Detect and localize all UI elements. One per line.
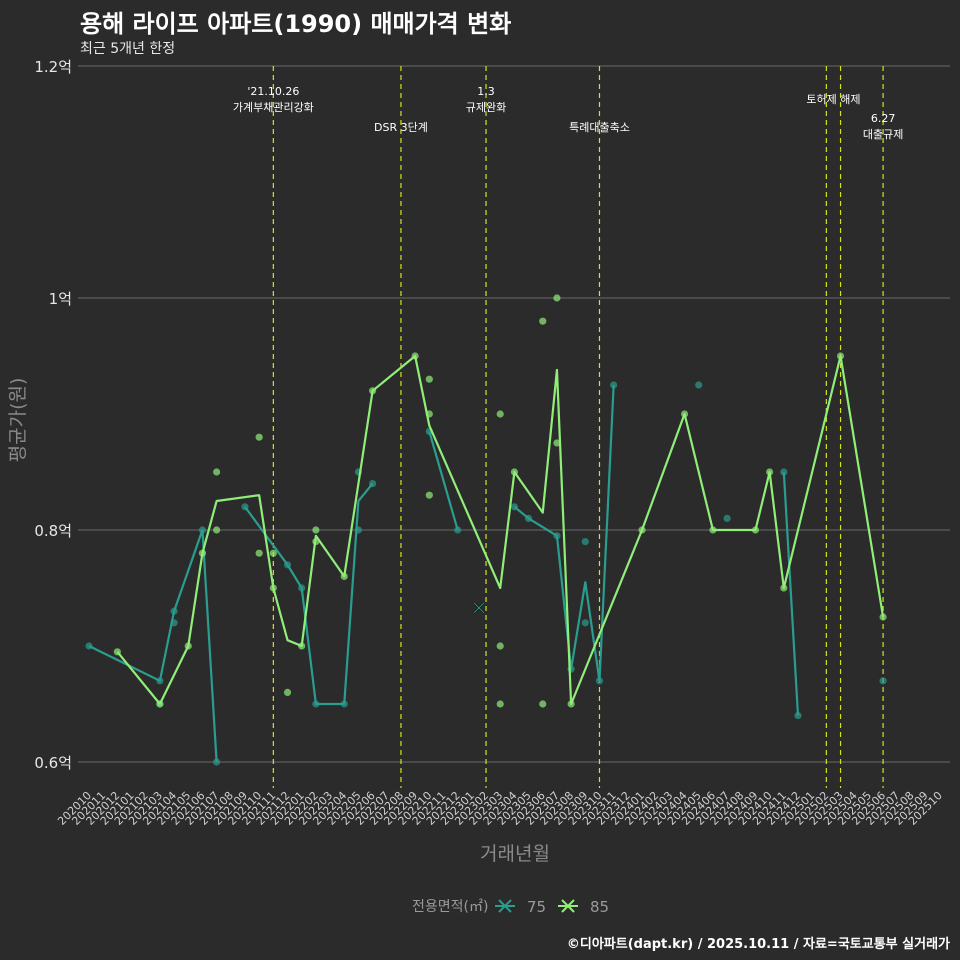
series-75-point: [524, 514, 533, 523]
x-axis-title: 거래년월: [480, 843, 550, 865]
series-75-point: [354, 526, 363, 534]
series-75-point: [695, 381, 703, 389]
series-85-point: [751, 526, 760, 534]
source-caption: ©디아파트(dapt.kr) / 2025.10.11 / 자료=국토교통부 실…: [566, 937, 950, 952]
event-label: 대출규제: [863, 128, 903, 141]
series-85-point: [369, 387, 377, 395]
series-85-point: [425, 491, 433, 499]
series-85-point: [539, 317, 547, 325]
y-tick-label: 1억: [49, 290, 72, 308]
series-75-point: [780, 468, 788, 476]
chart-subtitle: 최근 5개년 한정: [80, 41, 176, 57]
legend-layer: 전용면적(㎡) 75 85: [412, 898, 609, 916]
series-85-point: [709, 526, 717, 534]
series-85-point: [312, 526, 320, 534]
legend-label-75: 75: [527, 898, 546, 916]
series-75-point: [170, 607, 178, 615]
series-75-line: [428, 431, 459, 531]
grid-layer: [78, 65, 950, 763]
event-label: '21.10.26: [247, 85, 299, 98]
series-75-line: [88, 528, 218, 763]
series-75-point: [241, 503, 249, 511]
series-85-point: [553, 294, 561, 302]
series-85-point: [567, 700, 575, 708]
special-marker: [473, 602, 485, 614]
series-85-point: [879, 613, 887, 621]
series-85-point: [198, 549, 207, 557]
series-85-point: [496, 410, 504, 418]
series-75-point: [581, 538, 589, 546]
series-85-point: [113, 648, 121, 656]
series-75-point: [298, 584, 306, 592]
series-85-point: [255, 433, 263, 441]
series-75-line: [782, 471, 800, 716]
series-85-point: [680, 410, 689, 418]
series-85-point: [638, 526, 646, 534]
chart-title: 용해 라이프 아파트(1990) 매매가격 변화: [80, 10, 512, 38]
series-75-point: [454, 526, 462, 534]
legend-swatch-85: [561, 899, 575, 913]
legend-title: 전용면적(㎡): [412, 899, 488, 915]
series-75-point: [879, 677, 887, 685]
event-label: DSR 3단계: [374, 121, 428, 134]
series-75-point: [312, 700, 320, 708]
series-85-point: [411, 352, 419, 360]
series-75-point: [85, 642, 93, 650]
series-85-point: [553, 439, 561, 447]
series-75-point: [595, 677, 604, 685]
series-85-point: [298, 642, 306, 650]
series-85-point: [255, 549, 263, 557]
series-75-point: [170, 619, 178, 627]
series-75-point: [581, 619, 589, 627]
series-85-point: [283, 688, 292, 697]
series-75-point: [340, 700, 348, 708]
legend-swatch-75: [498, 899, 512, 913]
axis-layer: 0.6억0.8억1억1.2억20201020201120201220210120…: [7, 58, 945, 865]
event-label: 가계부채관리강화: [233, 101, 314, 114]
series-85-point: [496, 642, 504, 650]
series-75-point: [723, 514, 731, 523]
y-axis-title: 평균가(원): [7, 378, 29, 463]
series-85-point: [213, 526, 221, 534]
series-75-point: [794, 712, 802, 720]
series-85-point: [836, 352, 845, 360]
event-label: 토허제 해제: [806, 92, 860, 106]
event-label: 1.3: [477, 85, 495, 98]
series-75-point: [213, 758, 221, 766]
series-85-point: [269, 584, 277, 592]
series-85-point: [510, 468, 518, 476]
series-85-point: [269, 549, 277, 557]
series-75-point: [198, 526, 207, 534]
series-layer: [85, 294, 887, 766]
event-label: 특례대출축소: [569, 121, 630, 134]
series-75-point: [510, 503, 518, 511]
y-tick-label: 1.2억: [34, 58, 72, 76]
series-75-point: [369, 480, 377, 488]
series-85-point: [780, 584, 788, 592]
series-85-point: [184, 642, 192, 650]
series-85-line: [116, 354, 885, 706]
series-75-point: [610, 381, 618, 389]
series-75-point: [283, 561, 292, 569]
series-75-point: [553, 532, 561, 540]
series-85-point: [425, 410, 433, 418]
event-label: 6.27: [871, 112, 896, 125]
series-85-point: [425, 375, 433, 383]
series-85-point: [340, 572, 348, 581]
series-85-point: [539, 700, 547, 708]
series-85-point: [496, 700, 504, 708]
series-75-point: [156, 677, 164, 685]
legend-label-85: 85: [590, 898, 609, 916]
series-85-point: [766, 468, 774, 476]
series-85-point: [213, 468, 221, 476]
series-85-point: [312, 538, 320, 546]
y-tick-label: 0.8억: [34, 522, 72, 540]
y-tick-label: 0.6억: [34, 754, 72, 772]
event-label: 규제완화: [466, 101, 506, 114]
series-85-point: [156, 700, 164, 708]
